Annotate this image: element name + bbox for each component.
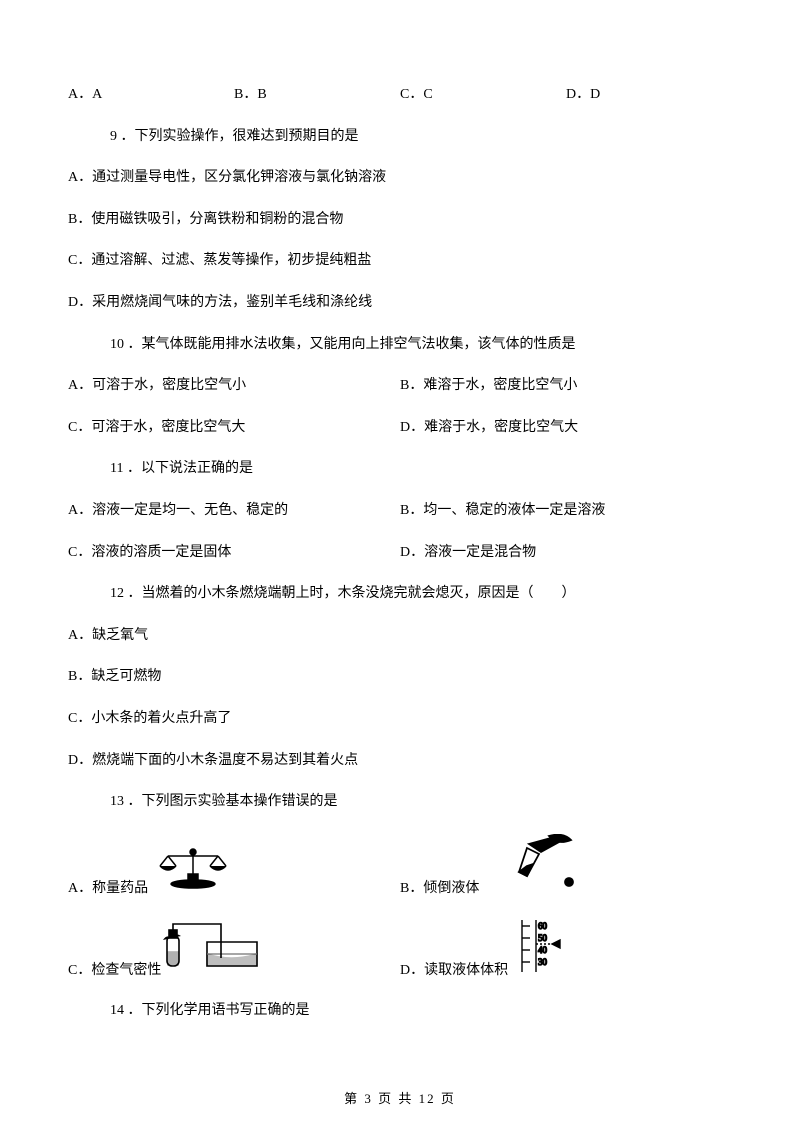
graduated-cylinder-icon: 60 50 40 30 bbox=[508, 918, 568, 981]
q9-opt-d: D．采用燃烧闻气味的方法，鉴别羊毛线和涤纶线 bbox=[68, 293, 732, 313]
q9-stem: 9 ．下列实验操作，很难达到预期目的是 bbox=[68, 127, 732, 147]
q11-row2: C．溶液的溶质一定是固体 D．溶液一定是混合物 bbox=[68, 543, 732, 563]
svg-text:50: 50 bbox=[538, 933, 548, 943]
q13-label-c: C．检查气密性 bbox=[68, 961, 161, 981]
airtightness-icon bbox=[161, 922, 281, 981]
q11-opt-c: C．溶液的溶质一定是固体 bbox=[68, 543, 400, 563]
q13-label-a: A．称量药品 bbox=[68, 879, 148, 899]
q10-stem: 10 ．某气体既能用排水法收集，又能用向上排空气法收集，该气体的性质是 bbox=[68, 335, 732, 355]
q13-cell-a: A．称量药品 bbox=[68, 844, 400, 899]
q10-row1: A．可溶于水，密度比空气小 B．难溶于水，密度比空气小 bbox=[68, 376, 732, 396]
q8-opt-a: A．A bbox=[68, 85, 234, 105]
q12-opt-b: B．缺乏可燃物 bbox=[68, 667, 732, 687]
q10-row2: C．可溶于水，密度比空气大 D．难溶于水，密度比空气大 bbox=[68, 418, 732, 438]
q13-label-d: D．读取液体体积 bbox=[400, 961, 508, 981]
q13-row1: A．称量药品 B．倾倒液体 bbox=[68, 834, 732, 899]
q10-opt-c: C．可溶于水，密度比空气大 bbox=[68, 418, 400, 438]
q13-label-b: B．倾倒液体 bbox=[400, 879, 479, 899]
q9-opt-b: B．使用磁铁吸引，分离铁粉和铜粉的混合物 bbox=[68, 210, 732, 230]
q11-opt-a: A．溶液一定是均一、无色、稳定的 bbox=[68, 501, 400, 521]
q9-opt-c: C．通过溶解、过滤、蒸发等操作，初步提纯粗盐 bbox=[68, 251, 732, 271]
q9-opt-a: A．通过测量导电性，区分氯化钾溶液与氯化钠溶液 bbox=[68, 168, 732, 188]
q11-row1: A．溶液一定是均一、无色、稳定的 B．均一、稳定的液体一定是溶液 bbox=[68, 501, 732, 521]
q12-stem: 12 ．当燃着的小木条燃烧端朝上时，木条没烧完就会熄灭，原因是（ ） bbox=[68, 584, 732, 604]
pour-liquid-icon bbox=[479, 834, 589, 899]
q8-options-row: A．A B．B C．C D．D bbox=[68, 85, 732, 105]
balance-scale-icon bbox=[148, 844, 238, 899]
svg-text:30: 30 bbox=[538, 957, 548, 967]
q11-stem: 11 ．以下说法正确的是 bbox=[68, 459, 732, 479]
q13-row2: C．检查气密性 D．读取液体体积 bbox=[68, 918, 732, 981]
q14-stem: 14 ．下列化学用语书写正确的是 bbox=[68, 1001, 732, 1021]
q12-opt-d: D．燃烧端下面的小木条温度不易达到其着火点 bbox=[68, 751, 732, 771]
q13-stem: 13 ．下列图示实验基本操作错误的是 bbox=[68, 792, 732, 812]
q13-cell-b: B．倾倒液体 bbox=[400, 834, 732, 899]
q10-opt-a: A．可溶于水，密度比空气小 bbox=[68, 376, 400, 396]
svg-text:40: 40 bbox=[538, 945, 548, 955]
q8-opt-b: B．B bbox=[234, 85, 400, 105]
q8-opt-c: C．C bbox=[400, 85, 566, 105]
q12-opt-a: A．缺乏氧气 bbox=[68, 626, 732, 646]
q10-opt-d: D．难溶于水，密度比空气大 bbox=[400, 418, 732, 438]
q8-opt-d: D．D bbox=[566, 85, 732, 105]
page-footer: 第 3 页 共 12 页 bbox=[0, 1090, 800, 1108]
q12-opt-c: C．小木条的着火点升高了 bbox=[68, 709, 732, 729]
q13-cell-c: C．检查气密性 bbox=[68, 922, 400, 981]
q11-opt-d: D．溶液一定是混合物 bbox=[400, 543, 732, 563]
q11-opt-b: B．均一、稳定的液体一定是溶液 bbox=[400, 501, 732, 521]
q10-opt-b: B．难溶于水，密度比空气小 bbox=[400, 376, 732, 396]
svg-text:60: 60 bbox=[538, 921, 548, 931]
q13-cell-d: D．读取液体体积 60 50 40 30 bbox=[400, 918, 732, 981]
